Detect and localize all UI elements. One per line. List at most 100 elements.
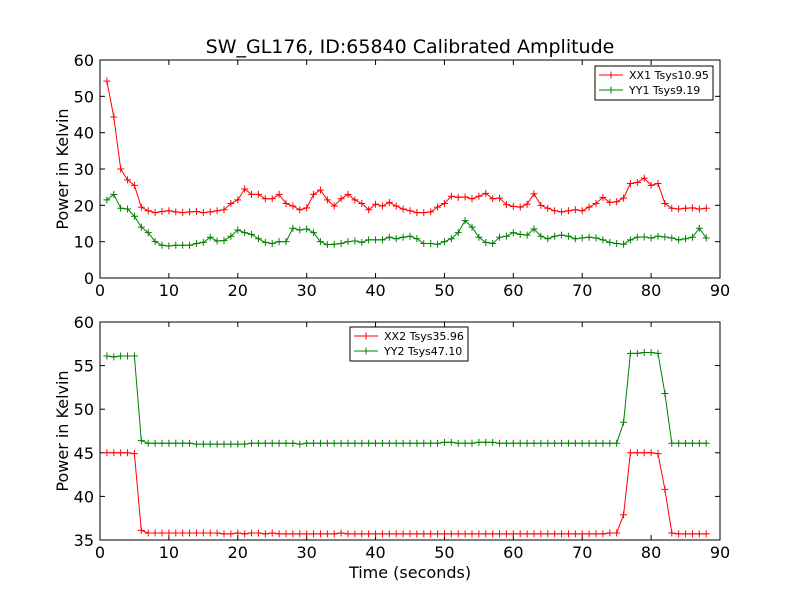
top-series-1-point [585,233,593,241]
top-series-1-point [344,238,352,246]
bottom-series-0-point [241,530,249,538]
top-series-1-point [530,225,538,233]
bottom-series-0-point [578,530,586,538]
top-series-0-point [179,209,187,217]
bottom-series-0-point [213,529,221,537]
top-series-0-point [199,209,207,217]
bottom-series-1-point [413,439,421,447]
top-series-0-point [551,207,559,215]
bottom-series-0-point [344,530,352,538]
top-series-1-point [392,235,400,243]
bottom-series-1-point [406,439,414,447]
bottom-series-0-point [502,530,510,538]
bottom-series-0-point [661,485,669,493]
bottom-x-tick-label: 40 [365,543,385,562]
bottom-series-1-point [268,439,276,447]
top-series-0-point [606,198,614,206]
bottom-series-1-point [103,352,111,360]
bottom-series-0-point [151,529,159,537]
bottom-x-tick-label: 20 [228,543,248,562]
bottom-series-0-point [275,530,283,538]
top-series-1-point [413,235,421,243]
top-x-tick-label: 60 [503,281,523,300]
bottom-series-1-point [282,439,290,447]
top-x-tick-label: 20 [228,281,248,300]
top-series-1-point [578,234,586,242]
top-series-0-point [668,204,676,212]
top-series-1-point [227,232,235,240]
top-series-1-point [254,235,262,243]
bottom-series-0-point [303,530,311,538]
bottom-series-0-point [633,449,641,457]
bottom-y-tick-label: 50 [74,400,94,419]
top-series-0-point [516,203,524,211]
bottom-series-1-point [275,439,283,447]
bottom-series-0-point [372,530,380,538]
top-series-0-point [558,208,566,216]
bottom-series-1-point [564,439,572,447]
top-series-0-point [530,190,538,198]
top-series-0-point [620,194,628,202]
bottom-series-1-point [378,439,386,447]
top-series-1-point [137,223,145,231]
bottom-y-tick-label: 55 [74,357,94,376]
bottom-series-1-point [241,440,249,448]
bottom-series-1-point [303,439,311,447]
bottom-legend: XX2 Tsys35.96 YY2 Tsys47.10 [349,326,469,362]
bottom-series-0-point [144,529,152,537]
bottom-series-1-point [489,438,497,446]
bottom-series-1-point [606,439,614,447]
bottom-series-0-point [330,530,338,538]
top-y-tick-label: 10 [74,233,94,252]
bottom-series-1-point [254,439,262,447]
bottom-series-1-point [454,439,462,447]
bottom-series-1-point [124,352,132,360]
bottom-series-0-point [613,529,621,537]
bottom-series-0-point [551,530,559,538]
bottom-series-1-point [640,349,648,357]
bottom-series-0-point [323,530,331,538]
top-series-0-point [248,190,256,198]
bottom-series-0-point [179,529,187,537]
top-series-0-point [365,206,373,214]
bottom-series-1-point [310,439,318,447]
bottom-series-1-point [468,439,476,447]
top-series-0-point [571,206,579,214]
top-series-line-1 [106,193,707,247]
bottom-series-0-point [447,530,455,538]
top-series-1-point [282,238,290,246]
bottom-series-1-point [427,439,435,447]
top-series-1-point [668,234,676,242]
bottom-series-1-point [227,440,235,448]
top-series-0-point [688,204,696,212]
top-series-1-point [206,233,214,241]
bottom-series-1-point [186,439,194,447]
bottom-series-1-point [461,439,469,447]
bottom-series-1-point [289,439,297,447]
top-series-0-point [434,203,442,211]
top-series-0-point [310,190,318,198]
top-series-0-point [241,185,249,193]
bottom-series-1-point [316,439,324,447]
top-series-0-point [234,196,242,204]
top-series-1-point [372,236,380,244]
bottom-series-1-point [613,439,621,447]
bottom-series-0-point [220,530,228,538]
bottom-series-1-point [633,349,641,357]
bottom-x-tick-label: 90 [710,543,730,562]
bottom-series-0-point [310,530,318,538]
bottom-series-1-point [585,439,593,447]
bottom-series-1-point [537,439,545,447]
top-series-1-point [399,233,407,241]
bottom-series-1-point [330,439,338,447]
top-series-0-point [654,180,662,188]
bottom-series-1-point [192,440,200,448]
bottom-series-0-point [110,449,118,457]
bottom-series-0-point [489,530,497,538]
bottom-series-0-point [496,530,504,538]
top-legend-marker [607,71,615,79]
bottom-series-1-point [544,439,552,447]
bottom-series-0-point [365,530,373,538]
top-x-tick-label: 30 [296,281,316,300]
bottom-series-0-point [254,529,262,537]
